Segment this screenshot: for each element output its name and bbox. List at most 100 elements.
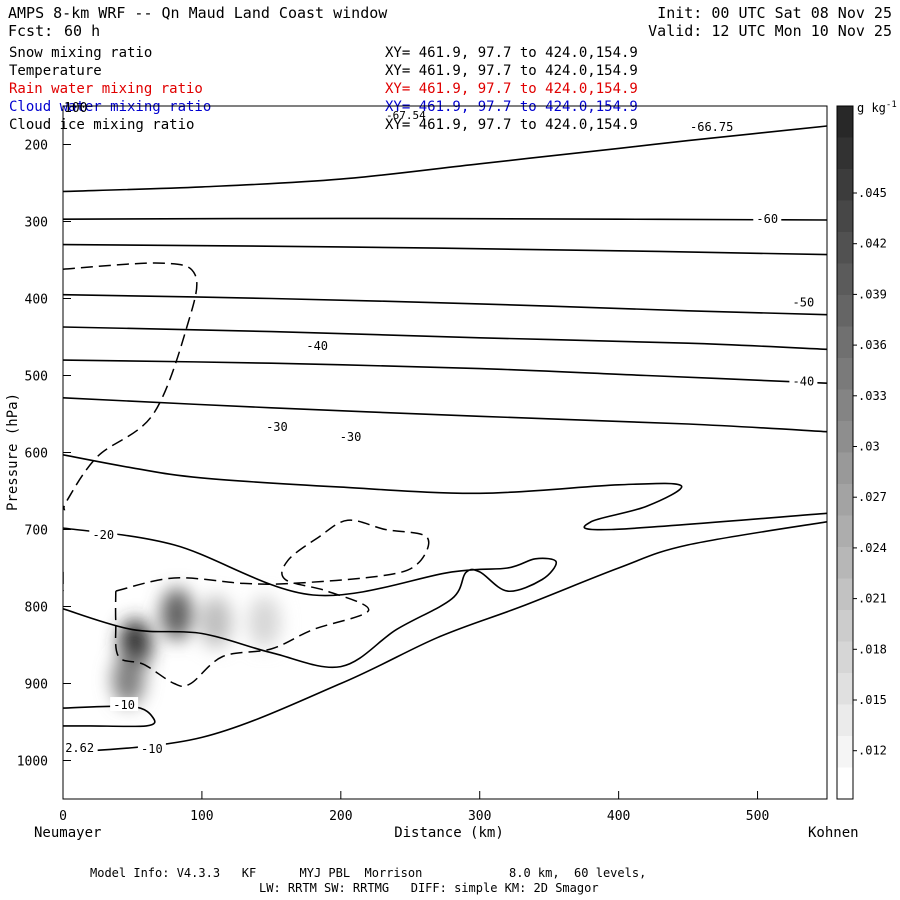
contour-label-bg [61, 740, 98, 755]
colorbar-swatch [837, 673, 853, 705]
colorbar-swatch [837, 263, 853, 296]
colorbar-swatch [837, 641, 853, 674]
y-tick-label: 800 [25, 601, 48, 616]
contour-label: -50 [793, 295, 815, 309]
temperature-contour-line [63, 521, 827, 754]
contour-label-bg [789, 373, 818, 388]
contour-label-bg [137, 740, 166, 755]
contour-label: -20 [92, 528, 114, 542]
colorbar-tick-label: .033 [858, 389, 887, 403]
field-name-temperature: Temperature [9, 63, 102, 79]
contour-label-bg [262, 419, 291, 434]
field-min-value: -67.54 [386, 109, 426, 122]
field-xy-temperature: XY= 461.9, 97.7 to 424.0,154.9 [385, 63, 638, 79]
plot-frame [62, 105, 828, 800]
temperature-contour-line [63, 454, 827, 531]
x-axis-title: Distance (km) [394, 825, 504, 841]
y-tick-label: 200 [25, 139, 48, 154]
forecast-hours: 60 h [64, 22, 101, 40]
x-tick-label: 500 [746, 809, 769, 824]
contour-label-bg [789, 294, 818, 309]
temperature-contour-line [63, 397, 827, 433]
right-endpoint-label: Kohnen [808, 825, 859, 841]
colorbar-tick-label: .039 [858, 287, 887, 301]
colorbar-tick-label: .024 [858, 541, 887, 555]
colorbar-tick-label: .015 [858, 693, 887, 707]
temperature-contour-line [63, 243, 827, 256]
colorbar-tick-label: .027 [858, 490, 887, 504]
field-name-rain: Rain water mixing ratio [9, 81, 203, 97]
y-tick-label: 400 [25, 293, 48, 308]
temperature-contour-line [63, 326, 827, 351]
contour-label-bg [89, 526, 118, 541]
x-tick-label: 300 [468, 809, 491, 824]
colorbar-tick-label: .012 [858, 744, 887, 758]
y-tick-label: 500 [25, 370, 48, 385]
x-tick-label: 400 [607, 809, 630, 824]
contour-label-bg [753, 211, 782, 226]
field-xy-cloud-water: XY= 461.9, 97.7 to 424.0,154.9 [385, 99, 638, 115]
contour-label: -30 [266, 420, 288, 434]
colorbar-tick-label: .045 [858, 186, 887, 200]
y-tick-label: 300 [25, 216, 48, 231]
colorbar-swatch [837, 389, 853, 422]
colorbar-swatch [837, 610, 853, 642]
contour-label-bg [303, 338, 332, 353]
valid-time: Valid: 12 UTC Mon 10 Nov 25 [648, 22, 892, 40]
field-name-cloud-water: Cloud water mixing ratio [9, 99, 212, 115]
y-axis-title: Pressure (hPa) [5, 393, 21, 511]
y-axis: 200 300 400 500 600 700 800 900 1000 [17, 139, 71, 770]
cloud-ice-contour-line [63, 262, 198, 511]
colorbar-tick-label: .03 [858, 440, 880, 454]
field-name-cloud-ice: Cloud ice mixing ratio [9, 117, 195, 133]
left-endpoint-label: Neumayer [34, 825, 101, 841]
temperature-contour-line [63, 293, 827, 316]
colorbar-swatch [837, 484, 853, 516]
x-tick-label: 200 [329, 809, 352, 824]
colorbar-tick-label: .042 [858, 237, 887, 251]
y-tick-label: 600 [25, 447, 48, 462]
colorbar-swatch [837, 452, 853, 485]
colorbar-swatch [837, 137, 853, 170]
contour-label: -40 [793, 375, 815, 389]
colorbar-swatch [837, 326, 853, 359]
field-name-snow: Snow mixing ratio [9, 45, 153, 61]
colorbar-swatch [837, 295, 853, 327]
colorbar-swatch [837, 169, 853, 201]
field-xy-snow: XY= 461.9, 97.7 to 424.0,154.9 [385, 45, 638, 61]
contour-label-bg [336, 429, 365, 444]
colorbar-tick-label: .036 [858, 338, 887, 352]
temperature-contours [63, 125, 827, 754]
field-xy-cloud-ice: XY= 461.9, 97.7 to 424.0,154.9 [385, 117, 638, 133]
contour-label: -40 [306, 339, 328, 353]
mixing-ratio-cell [248, 595, 281, 648]
mixing-ratio-shading [112, 588, 281, 706]
temperature-contour-line [63, 125, 827, 193]
init-time: Init: 00 UTC Sat 08 Nov 25 [657, 4, 892, 22]
mixing-ratio-cell [160, 588, 193, 641]
colorbar-swatch [837, 547, 853, 579]
colorbar: .045 .042 .039 .036 .033 .03 .027 .024 .021 .018.… [836, 105, 887, 800]
cloud-ice-contour-line [114, 519, 430, 688]
colorbar-unit: g kg-1 [857, 100, 897, 115]
colorbar-swatch [837, 358, 853, 390]
y-tick-label: 700 [25, 524, 48, 539]
contour-label-bg [110, 697, 139, 712]
temperature-contour-line [63, 217, 827, 221]
colorbar-swatch [837, 200, 853, 233]
temperature-contour-line [63, 359, 827, 384]
x-axis: 0 100 200 300 400 500 [59, 791, 769, 824]
contour-label: -60 [756, 212, 778, 226]
x-tick-label: 100 [190, 809, 213, 824]
y-tick-label: 900 [25, 678, 48, 693]
contour-label: 2.62 [65, 741, 94, 755]
colorbar-swatch [837, 704, 853, 737]
colorbar-swatch [837, 578, 853, 611]
x-tick-label: 0 [59, 809, 67, 824]
colorbar-swatch [837, 515, 853, 548]
field-max-value: -66.75 [690, 120, 734, 134]
y-tick-label: 1000 [17, 755, 48, 770]
colorbar-tick-label: .018 [858, 642, 887, 656]
contour-label: -10 [141, 742, 163, 756]
